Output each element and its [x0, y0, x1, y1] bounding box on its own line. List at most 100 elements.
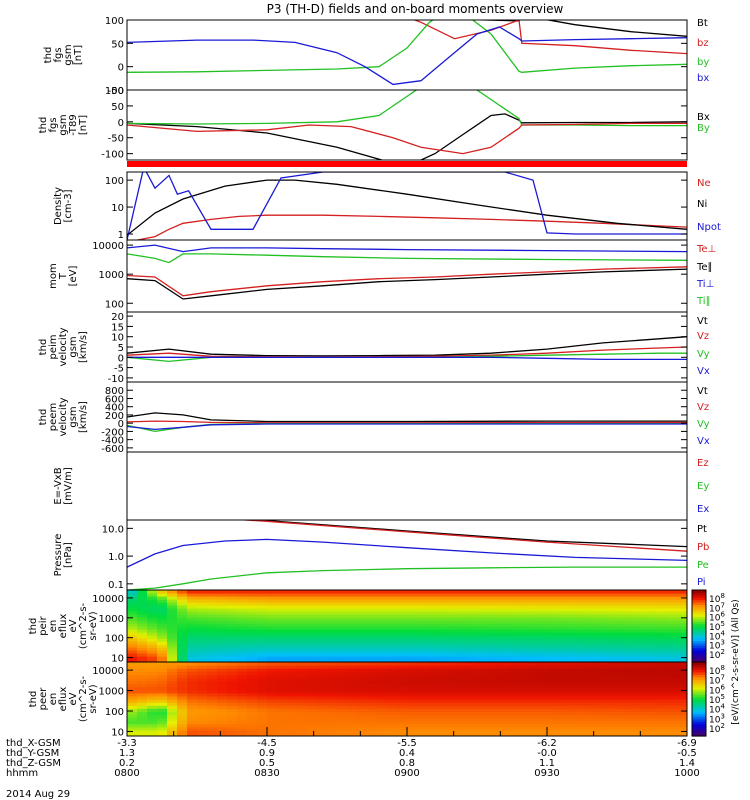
- spectrogram-cell: [587, 605, 598, 609]
- spectrogram-cell: [397, 714, 408, 719]
- spectrogram-cell: [647, 686, 658, 691]
- spectrogram-cell: [677, 605, 687, 609]
- spectrogram-cell: [427, 650, 438, 654]
- spectrogram-cell: [577, 614, 588, 618]
- spectrogram-cell: [397, 668, 408, 672]
- spectrogram-cell: [487, 647, 498, 651]
- spectrogram-cell: [387, 644, 398, 648]
- spectrogram-cell: [477, 629, 488, 633]
- spectrogram-cell: [297, 662, 308, 666]
- spectrogram-cell: [457, 705, 468, 709]
- spectrogram-cell: [257, 680, 268, 685]
- spectrogram-cell: [607, 605, 618, 609]
- spectrogram-cell: [257, 729, 268, 734]
- spectrogram-cell: [307, 665, 318, 669]
- spectrogram-cell: [387, 723, 398, 728]
- spectrogram-cell: [167, 629, 178, 633]
- spectrogram-cell: [427, 668, 438, 672]
- y-axis-label: eflux: [58, 687, 69, 712]
- spectrogram-cell: [217, 647, 228, 651]
- spectrogram-cell: [377, 635, 388, 639]
- date-label: 2014 Aug 29: [6, 789, 70, 800]
- spectrogram-cell: [597, 711, 608, 715]
- spectrogram-cell: [477, 702, 488, 706]
- spectrogram-cell: [647, 596, 658, 600]
- spectrogram-cell: [247, 723, 258, 728]
- spectrogram-cell: [297, 605, 308, 609]
- spectrogram-cell: [547, 593, 558, 597]
- spectrogram-cell: [157, 656, 168, 660]
- spectrogram-cell: [357, 705, 368, 709]
- spectrogram-cell: [177, 605, 188, 609]
- spectrogram-cell: [197, 708, 208, 712]
- spectrogram-cell: [257, 705, 268, 709]
- spectrogram-cell: [597, 647, 608, 651]
- spectrogram-cell: [517, 732, 528, 736]
- spectrogram-cell: [297, 680, 308, 685]
- spectrogram-cell: [237, 638, 248, 642]
- spectrogram-cell: [387, 596, 398, 600]
- spectrogram-cell: [137, 699, 148, 703]
- spectrogram-cell: [437, 726, 448, 731]
- spectrogram-cell: [517, 644, 528, 648]
- spectrogram-cell: [337, 650, 348, 654]
- spectrogram-cell: [337, 644, 348, 648]
- spectrogram-cell: [217, 723, 228, 728]
- spectrogram-cell: [617, 632, 628, 636]
- spectrogram-cell: [667, 605, 678, 609]
- spectrogram-cell: [607, 599, 618, 603]
- spectrogram-cell: [617, 635, 628, 639]
- spectrogram-cell: [487, 662, 498, 666]
- spectrogram-cell: [187, 647, 198, 651]
- spectrogram-cell: [257, 714, 268, 719]
- spectrogram-cell: [567, 641, 578, 645]
- spectrogram-cell: [227, 611, 238, 615]
- spectrogram-cell: [207, 732, 218, 736]
- spectrogram-cell: [257, 659, 268, 662]
- spectrogram-cell: [357, 647, 368, 651]
- spectrogram-cell: [537, 692, 548, 697]
- spectrogram-cell: [417, 695, 428, 700]
- spectrogram-cell: [637, 665, 648, 669]
- spectrogram-cell: [397, 708, 408, 712]
- series-Ti⊥: [127, 244, 687, 253]
- series-Bx: [127, 113, 687, 160]
- spectrogram-cell: [217, 665, 228, 669]
- spectrogram-cell: [307, 623, 318, 627]
- spectrogram-cell: [597, 644, 608, 648]
- spectrogram-cell: [627, 605, 638, 609]
- spectrogram-cell: [587, 677, 598, 682]
- spectrogram-cell: [407, 611, 418, 615]
- spectrogram-cell: [147, 623, 158, 627]
- spectrogram-cell: [667, 659, 678, 662]
- spectrogram-cell: [477, 638, 488, 642]
- spectrogram-cell: [537, 596, 548, 600]
- spectrogram-cell: [397, 732, 408, 736]
- spectrogram-cell: [307, 674, 318, 678]
- spectrogram-cell: [457, 626, 468, 630]
- spectrogram-cell: [507, 662, 518, 666]
- spectrogram-cell: [277, 705, 288, 709]
- spectrogram-cell: [177, 659, 188, 662]
- spectrogram-cell: [657, 650, 668, 654]
- spectrogram-cell: [467, 620, 478, 624]
- spectrogram-cell: [557, 620, 568, 624]
- spectrogram-cell: [327, 686, 338, 691]
- spectrogram-cell: [197, 641, 208, 645]
- spectrogram-cell: [617, 653, 628, 657]
- spectrogram-cell: [137, 593, 148, 597]
- spectrogram-cell: [667, 662, 678, 666]
- y-tick-label: 10000: [92, 241, 124, 252]
- spectrogram-cell: [677, 617, 687, 621]
- spectrogram-cell: [127, 620, 138, 624]
- spectrogram-cell: [267, 717, 278, 722]
- spectrogram-cell: [527, 590, 538, 594]
- spectrogram-cell: [627, 692, 638, 697]
- spectrogram-cell: [237, 623, 248, 627]
- spectrogram-cell: [557, 708, 568, 712]
- spectrogram-cell: [577, 647, 588, 651]
- spectrogram-cell: [517, 656, 528, 660]
- spectrogram-cell: [317, 629, 328, 633]
- spectrogram-cell: [677, 638, 687, 642]
- x-row-label: thd_Y-GSM: [6, 748, 59, 759]
